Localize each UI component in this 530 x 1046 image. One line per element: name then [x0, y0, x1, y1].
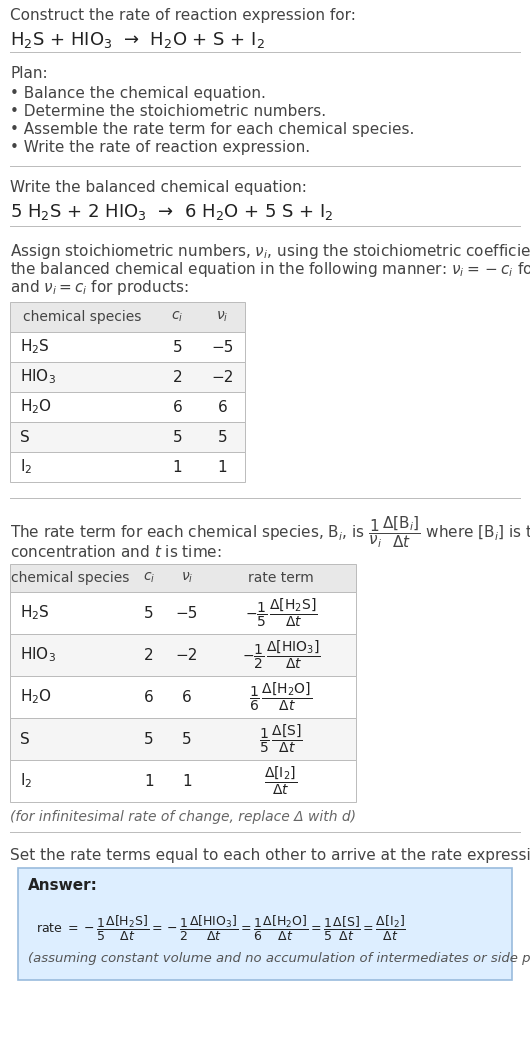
Text: 2: 2: [173, 369, 182, 385]
Text: 2: 2: [144, 647, 154, 662]
Text: Plan:: Plan:: [10, 66, 48, 81]
Text: −5: −5: [211, 340, 234, 355]
Text: concentration and $t$ is time:: concentration and $t$ is time:: [10, 544, 222, 560]
Text: HIO$_3$: HIO$_3$: [20, 367, 56, 386]
Bar: [10, 676, 356, 718]
Text: Construct the rate of reaction expression for:: Construct the rate of reaction expressio…: [10, 8, 356, 23]
Text: $-\dfrac{1}{5}\,\dfrac{\Delta[\mathrm{H_2S}]}{\Delta t}$: $-\dfrac{1}{5}\,\dfrac{\Delta[\mathrm{H_…: [245, 597, 317, 630]
Text: 5 H$_2$S + 2 HIO$_3$  →  6 H$_2$O + 5 S + I$_2$: 5 H$_2$S + 2 HIO$_3$ → 6 H$_2$O + 5 S + …: [10, 202, 334, 222]
Text: the balanced chemical equation in the following manner: $\nu_i = -c_i$ for react: the balanced chemical equation in the fo…: [10, 260, 530, 279]
Text: H$_2$S + HIO$_3$  →  H$_2$O + S + I$_2$: H$_2$S + HIO$_3$ → H$_2$O + S + I$_2$: [10, 30, 265, 50]
Text: rate $= -\dfrac{1}{5}\dfrac{\Delta[\mathrm{H_2S}]}{\Delta t} = -\dfrac{1}{2}\dfr: rate $= -\dfrac{1}{5}\dfrac{\Delta[\math…: [36, 914, 406, 943]
Text: (assuming constant volume and no accumulation of intermediates or side products): (assuming constant volume and no accumul…: [28, 952, 530, 965]
Bar: [10, 332, 245, 362]
Text: • Write the rate of reaction expression.: • Write the rate of reaction expression.: [10, 140, 310, 155]
Text: $\nu_i$: $\nu_i$: [181, 571, 193, 585]
Text: • Balance the chemical equation.: • Balance the chemical equation.: [10, 86, 266, 101]
Text: 5: 5: [173, 430, 182, 445]
Text: $\nu_i$: $\nu_i$: [216, 310, 229, 324]
Text: $\dfrac{\Delta[\mathrm{I_2}]}{\Delta t}$: $\dfrac{\Delta[\mathrm{I_2}]}{\Delta t}$: [264, 765, 297, 797]
Bar: [10, 362, 245, 392]
Text: S: S: [20, 430, 30, 445]
Text: S: S: [20, 731, 30, 747]
Text: 1: 1: [218, 459, 227, 475]
Text: H$_2$S: H$_2$S: [20, 338, 50, 357]
Text: Set the rate terms equal to each other to arrive at the rate expression:: Set the rate terms equal to each other t…: [10, 848, 530, 863]
Text: • Assemble the rate term for each chemical species.: • Assemble the rate term for each chemic…: [10, 122, 414, 137]
Bar: [10, 422, 245, 452]
Text: −5: −5: [176, 606, 198, 620]
Text: 5: 5: [144, 731, 154, 747]
Text: 5: 5: [173, 340, 182, 355]
Bar: [10, 564, 356, 592]
Text: 1: 1: [144, 773, 154, 789]
Bar: [10, 392, 245, 422]
Bar: [18, 868, 512, 980]
Text: H$_2$S: H$_2$S: [20, 604, 50, 622]
Text: $-\dfrac{1}{2}\,\dfrac{\Delta[\mathrm{HIO_3}]}{\Delta t}$: $-\dfrac{1}{2}\,\dfrac{\Delta[\mathrm{HI…: [242, 639, 321, 672]
Text: 1: 1: [182, 773, 192, 789]
Text: HIO$_3$: HIO$_3$: [20, 645, 56, 664]
Text: 5: 5: [218, 430, 227, 445]
Text: chemical species: chemical species: [11, 571, 129, 585]
Text: I$_2$: I$_2$: [20, 458, 32, 476]
Text: I$_2$: I$_2$: [20, 772, 32, 791]
Text: 5: 5: [144, 606, 154, 620]
Text: 6: 6: [182, 689, 192, 705]
Bar: [10, 592, 356, 634]
Text: 6: 6: [218, 400, 227, 414]
Text: H$_2$O: H$_2$O: [20, 687, 52, 706]
Bar: [10, 760, 356, 802]
Text: The rate term for each chemical species, B$_i$, is $\dfrac{1}{\nu_i}\dfrac{\Delt: The rate term for each chemical species,…: [10, 514, 530, 550]
Text: Answer:: Answer:: [28, 878, 98, 893]
Text: rate term: rate term: [248, 571, 314, 585]
Bar: [10, 718, 356, 760]
Text: 5: 5: [182, 731, 192, 747]
Text: $\dfrac{1}{6}\,\dfrac{\Delta[\mathrm{H_2O}]}{\Delta t}$: $\dfrac{1}{6}\,\dfrac{\Delta[\mathrm{H_2…: [250, 681, 313, 713]
Text: 6: 6: [173, 400, 182, 414]
Text: 6: 6: [144, 689, 154, 705]
Text: −2: −2: [211, 369, 234, 385]
Bar: [10, 634, 356, 676]
Text: Assign stoichiometric numbers, $\nu_i$, using the stoichiometric coefficients, $: Assign stoichiometric numbers, $\nu_i$, …: [10, 242, 530, 262]
Bar: [10, 452, 245, 482]
Text: and $\nu_i = c_i$ for products:: and $\nu_i = c_i$ for products:: [10, 278, 189, 297]
Text: • Determine the stoichiometric numbers.: • Determine the stoichiometric numbers.: [10, 104, 326, 119]
Text: $\dfrac{1}{5}\,\dfrac{\Delta[\mathrm{S}]}{\Delta t}$: $\dfrac{1}{5}\,\dfrac{\Delta[\mathrm{S}]…: [259, 723, 303, 755]
Text: (for infinitesimal rate of change, replace Δ with d): (for infinitesimal rate of change, repla…: [10, 810, 356, 824]
Bar: [10, 302, 245, 332]
Text: chemical species: chemical species: [23, 310, 142, 324]
Text: $c_i$: $c_i$: [171, 310, 183, 324]
Text: Write the balanced chemical equation:: Write the balanced chemical equation:: [10, 180, 307, 195]
Text: H$_2$O: H$_2$O: [20, 397, 52, 416]
Text: −2: −2: [176, 647, 198, 662]
Text: 1: 1: [173, 459, 182, 475]
Text: $c_i$: $c_i$: [143, 571, 155, 585]
